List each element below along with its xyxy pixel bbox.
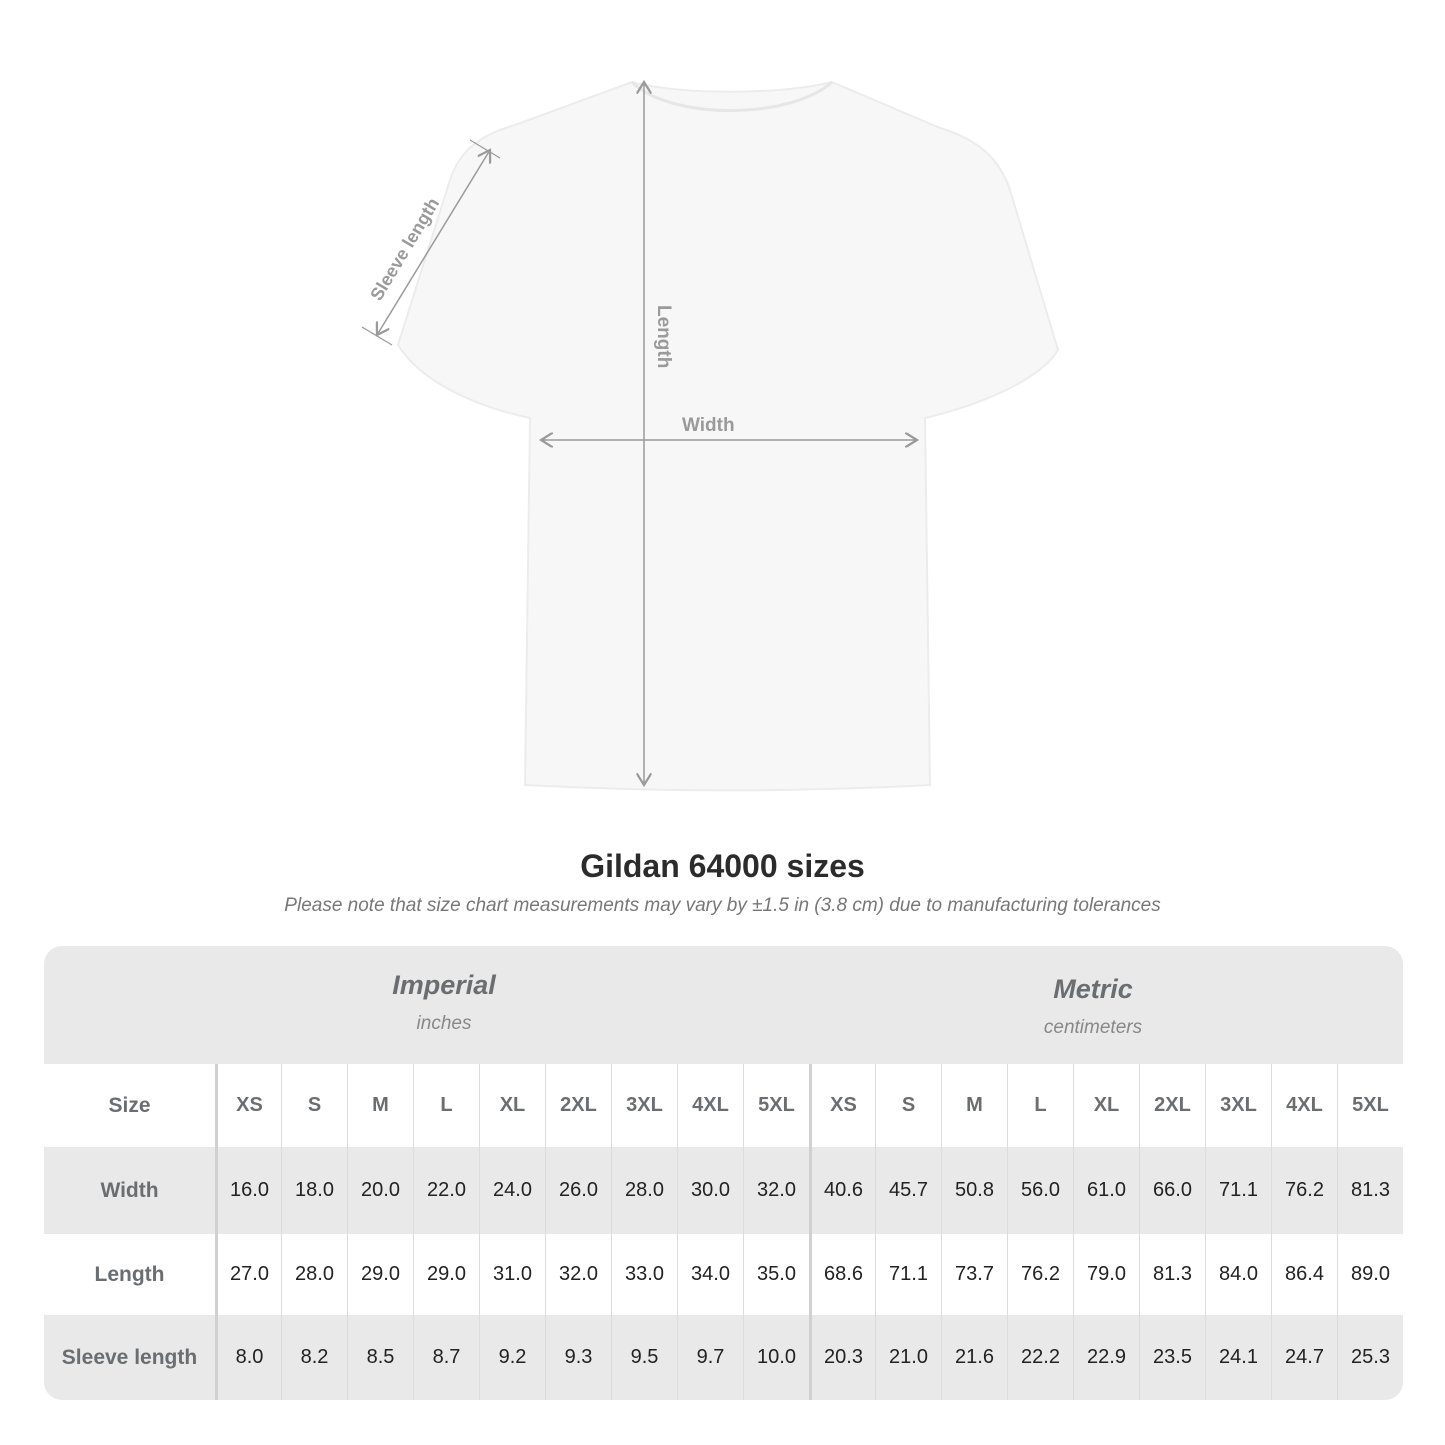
metric-value-cell: 76.2: [1271, 1147, 1337, 1234]
metric-value-cell: 66.0: [1139, 1147, 1205, 1234]
metric-value-cell: 24.7: [1271, 1315, 1337, 1400]
metric-value-cell: 81.3: [1337, 1147, 1403, 1234]
page-title: Gildan 64000 sizes: [580, 848, 865, 884]
metric-value-cell: 86.4: [1271, 1234, 1337, 1315]
imperial-header: Imperial inches: [244, 970, 644, 1035]
imperial-value-cell: 9.3: [545, 1315, 611, 1400]
size-header-cell: XS: [809, 1064, 875, 1147]
size-header-cell: L: [413, 1064, 479, 1147]
size-header-cell: 2XL: [545, 1064, 611, 1147]
imperial-value-cell: 34.0: [677, 1234, 743, 1315]
metric-value-cell: 79.0: [1073, 1234, 1139, 1315]
tolerance-note: Please note that size chart measurements…: [284, 895, 1161, 916]
metric-value-cell: 22.2: [1007, 1315, 1073, 1400]
imperial-value-cell: 22.0: [413, 1147, 479, 1234]
size-header-cell: M: [941, 1064, 1007, 1147]
imperial-unit: inches: [416, 1013, 472, 1034]
metric-value-cell: 73.7: [941, 1234, 1007, 1315]
metric-value-cell: 71.1: [1205, 1147, 1271, 1234]
size-header-cell: 3XL: [1205, 1064, 1271, 1147]
imperial-value-cell: 27.0: [215, 1234, 281, 1315]
imperial-value-cell: 32.0: [743, 1147, 809, 1234]
imperial-value-cell: 18.0: [281, 1147, 347, 1234]
size-header-cell: 5XL: [743, 1064, 809, 1147]
imperial-value-cell: 10.0: [743, 1315, 809, 1400]
row-label: Width: [100, 1178, 159, 1202]
metric-header: Metric centimeters: [893, 974, 1293, 1039]
imperial-value-cell: 8.5: [347, 1315, 413, 1400]
imperial-value-cell: 8.7: [413, 1315, 479, 1400]
size-header-cell: S: [875, 1064, 941, 1147]
length-label: Length: [653, 305, 674, 368]
imperial-value-cell: 9.5: [611, 1315, 677, 1400]
metric-value-cell: 89.0: [1337, 1234, 1403, 1315]
imperial-value-cell: 16.0: [215, 1147, 281, 1234]
metric-unit: centimeters: [1043, 1017, 1143, 1038]
metric-value-cell: 23.5: [1139, 1315, 1205, 1400]
size-header-cell: 5XL: [1337, 1064, 1403, 1147]
metric-value-cell: 21.0: [875, 1315, 941, 1400]
metric-value-cell: 84.0: [1205, 1234, 1271, 1315]
table-row: Length 27.0 28.0 29.0 29.0 31.0 32.0 33.0 34.0 35…: [44, 1234, 1403, 1315]
metric-value-cell: 22.9: [1073, 1315, 1139, 1400]
imperial-value-cell: 28.0: [281, 1234, 347, 1315]
size-table: Imperial inches Metric centimeters Size X…: [44, 946, 1403, 1400]
size-header-cell: 2XL: [1139, 1064, 1205, 1147]
metric-value-cell: 61.0: [1073, 1147, 1139, 1234]
imperial-value-cell: 8.2: [281, 1315, 347, 1400]
metric-value-cell: 24.1: [1205, 1315, 1271, 1400]
metric-value-cell: 56.0: [1007, 1147, 1073, 1234]
size-header-row: Size XS S M L XL 2XL 3XL 4XL 5XL XS S M L XL 2XL 3XL 4XL 5…: [44, 1064, 1403, 1147]
size-header-cell: XL: [1073, 1064, 1139, 1147]
size-header-cell: S: [281, 1064, 347, 1147]
width-label: Width: [682, 415, 735, 436]
imperial-value-cell: 20.0: [347, 1147, 413, 1234]
metric-value-cell: 68.6: [809, 1234, 875, 1315]
table-row: Width 16.0 18.0 20.0 22.0 24.0 26.0 28.0 30.0 32.…: [44, 1147, 1403, 1234]
sleeve-arrow: [377, 150, 490, 335]
row-label: Length: [94, 1262, 165, 1286]
imperial-value-cell: 26.0: [545, 1147, 611, 1234]
metric-value-cell: 25.3: [1337, 1315, 1403, 1400]
metric-value-cell: 21.6: [941, 1315, 1007, 1400]
imperial-value-cell: 8.0: [215, 1315, 281, 1400]
imperial-value-cell: 30.0: [677, 1147, 743, 1234]
row-label: Size: [108, 1093, 151, 1117]
imperial-value-cell: 24.0: [479, 1147, 545, 1234]
metric-value-cell: 71.1: [875, 1234, 941, 1315]
imperial-value-cell: 28.0: [611, 1147, 677, 1234]
tshirt-diagram: Length Width Sleeve length: [361, 0, 1060, 792]
metric-title: Metric: [1053, 974, 1133, 1004]
size-header-cell: L: [1007, 1064, 1073, 1147]
imperial-value-cell: 9.7: [677, 1315, 743, 1400]
size-header-cell: XL: [479, 1064, 545, 1147]
imperial-value-cell: 29.0: [347, 1234, 413, 1315]
metric-value-cell: 50.8: [941, 1147, 1007, 1234]
size-header-cell: 4XL: [1271, 1064, 1337, 1147]
tshirt-shape: [396, 80, 1060, 792]
size-header-cell: 3XL: [611, 1064, 677, 1147]
metric-value-cell: 20.3: [809, 1315, 875, 1400]
size-header-cell: XS: [215, 1064, 281, 1147]
imperial-value-cell: 9.2: [479, 1315, 545, 1400]
imperial-value-cell: 35.0: [743, 1234, 809, 1315]
imperial-value-cell: 29.0: [413, 1234, 479, 1315]
imperial-value-cell: 33.0: [611, 1234, 677, 1315]
imperial-value-cell: 32.0: [545, 1234, 611, 1315]
row-label: Sleeve length: [61, 1345, 198, 1369]
metric-value-cell: 40.6: [809, 1147, 875, 1234]
imperial-value-cell: 31.0: [479, 1234, 545, 1315]
metric-value-cell: 76.2: [1007, 1234, 1073, 1315]
size-header-cell: 4XL: [677, 1064, 743, 1147]
metric-value-cell: 81.3: [1139, 1234, 1205, 1315]
metric-value-cell: 45.7: [875, 1147, 941, 1234]
imperial-title: Imperial: [392, 970, 496, 1000]
table-row: Sleeve length 8.0 8.2 8.5 8.7 9.2 9.3 9.5 9.7 10.…: [44, 1315, 1403, 1400]
size-header-cell: M: [347, 1064, 413, 1147]
